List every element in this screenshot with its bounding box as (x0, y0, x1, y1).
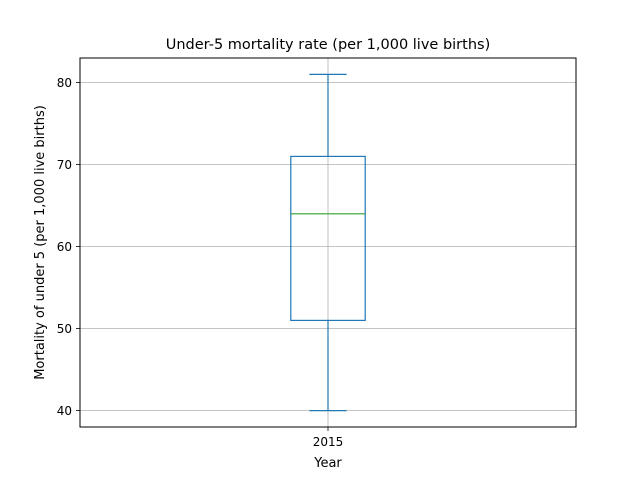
box-group (290, 73, 366, 412)
y-tick-label: 50 (57, 322, 72, 336)
y-tick-label: 70 (57, 158, 72, 172)
y-tick-label: 60 (57, 240, 72, 254)
y-tick-label: 80 (57, 76, 72, 90)
chart-title: Under-5 mortality rate (per 1,000 live b… (166, 37, 490, 53)
x-axis-ticks: 2015 (313, 427, 344, 449)
x-tick-label: 2015 (313, 435, 344, 449)
x-axis-label: Year (313, 456, 342, 471)
y-axis-ticks: 40 50 60 70 80 (57, 76, 80, 418)
y-tick-label: 40 (57, 404, 72, 418)
iqr-box (290, 155, 366, 321)
y-axis-label: Mortality of under 5 (per 1,000 live bir… (33, 105, 48, 380)
